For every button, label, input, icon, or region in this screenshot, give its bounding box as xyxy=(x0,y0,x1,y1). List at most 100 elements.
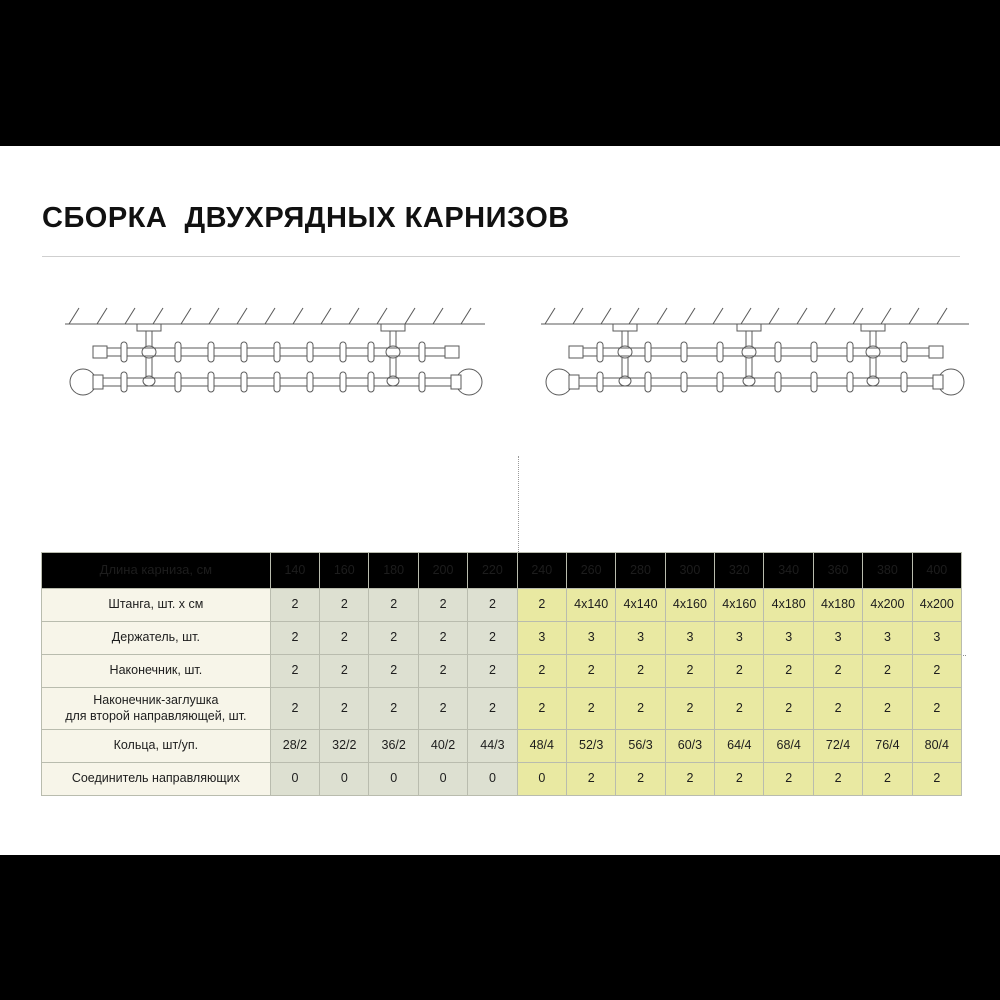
spec-table: Длина карниза, см 140 160 180 200 220 240 260 2… xyxy=(41,552,963,796)
spec-table-wrapper: Длина карниза, см 140 160 180 200 220 240 260 2… xyxy=(41,552,963,796)
cell-r1-c0: 2 xyxy=(269,621,321,655)
cell-r5-c13: 2 xyxy=(911,762,963,796)
column-header-200: 200 xyxy=(417,552,469,589)
cell-r3-c8: 2 xyxy=(664,687,716,730)
cell-r5-c6: 2 xyxy=(565,762,617,796)
cell-r3-c0: 2 xyxy=(269,687,321,730)
column-header-400: 400 xyxy=(911,552,963,589)
long-rod-illustration xyxy=(541,307,969,396)
column-header-320: 320 xyxy=(714,552,765,589)
table-header-row: Длина карниза, см 140 160 180 200 220 240 260 2… xyxy=(41,552,963,589)
cell-r4-c4: 44/3 xyxy=(467,729,518,763)
cell-r0-c9: 4х160 xyxy=(714,588,765,622)
cell-r5-c10: 2 xyxy=(763,762,814,796)
cell-r1-c6: 3 xyxy=(565,621,617,655)
cell-r3-c7: 2 xyxy=(615,687,666,730)
column-header-160: 160 xyxy=(319,552,370,589)
cell-r3-c3: 2 xyxy=(417,687,469,730)
cell-r5-c7: 2 xyxy=(615,762,666,796)
diagram-short-rod xyxy=(55,296,495,421)
cell-r5-c0: 0 xyxy=(269,762,321,796)
bottom-rail xyxy=(545,368,965,396)
cell-r2-c11: 2 xyxy=(812,654,864,688)
cell-r4-c1: 32/2 xyxy=(319,729,370,763)
column-header-180: 180 xyxy=(368,552,419,589)
table-header: Длина карниза, см 140 160 180 200 220 240 260 2… xyxy=(41,552,963,589)
diagram-long-rod xyxy=(535,296,975,421)
cell-r3-c6: 2 xyxy=(565,687,617,730)
table-body: Штанга, шт. х см 2 2 2 2 2 2 4х140 4х140 4х160 4х1… xyxy=(41,588,963,796)
cell-r3-c12: 2 xyxy=(862,687,913,730)
cell-r0-c4: 2 xyxy=(467,588,518,622)
cell-r1-c12: 3 xyxy=(862,621,913,655)
column-header-140: 140 xyxy=(269,552,321,589)
cell-r2-c8: 2 xyxy=(664,654,716,688)
cell-r1-c10: 3 xyxy=(763,621,814,655)
table-row: Соединитель направляющих 0 0 0 0 0 0 2 2 2 2 2 2 2 2 xyxy=(41,762,963,796)
cell-r4-c6: 52/3 xyxy=(565,729,617,763)
table-row: Держатель, шт. 2 2 2 2 2 3 3 3 3 3 3 3 3 3 xyxy=(41,621,963,655)
cell-r3-c1: 2 xyxy=(319,687,370,730)
cell-r2-c12: 2 xyxy=(862,654,913,688)
cell-r1-c1: 2 xyxy=(319,621,370,655)
content-canvas: СБОРКА ДВУХРЯДНЫХ КАРНИЗОВ xyxy=(0,146,1000,855)
cell-r3-c4: 2 xyxy=(467,687,518,730)
row-label: Кольца, шт/уп. xyxy=(41,729,271,763)
bottom-rail xyxy=(69,368,483,396)
cell-r0-c10: 4х180 xyxy=(763,588,814,622)
cell-r4-c0: 28/2 xyxy=(269,729,321,763)
column-header-240: 240 xyxy=(516,552,567,589)
cell-r1-c13: 3 xyxy=(911,621,963,655)
diagram-area: ДЛИНА ДО 220 СМ ДЛИНА ОТ 240 ДО 400 СМ xyxy=(0,296,1000,672)
cell-r1-c9: 3 xyxy=(714,621,765,655)
cell-r2-c9: 2 xyxy=(714,654,765,688)
row-label: Наконечник, шт. xyxy=(41,654,271,688)
cell-r1-c8: 3 xyxy=(664,621,716,655)
page-title: СБОРКА ДВУХРЯДНЫХ КАРНИЗОВ xyxy=(42,202,570,234)
cell-r5-c4: 0 xyxy=(467,762,518,796)
header-row-label: Длина карниза, см xyxy=(41,552,271,589)
cell-r0-c3: 2 xyxy=(417,588,469,622)
cell-r5-c9: 2 xyxy=(714,762,765,796)
cell-r0-c1: 2 xyxy=(319,588,370,622)
ceiling-hatching xyxy=(68,307,472,325)
cell-r1-c11: 3 xyxy=(812,621,864,655)
cell-r1-c2: 2 xyxy=(368,621,419,655)
cell-r4-c3: 40/2 xyxy=(417,729,469,763)
table-row: Наконечник, шт. 2 2 2 2 2 2 2 2 2 2 2 2 2 2 xyxy=(41,654,963,688)
cell-r0-c12: 4х200 xyxy=(862,588,913,622)
cell-r4-c8: 60/3 xyxy=(664,729,716,763)
cell-r5-c8: 2 xyxy=(664,762,716,796)
column-header-380: 380 xyxy=(862,552,913,589)
cell-r0-c6: 4х140 xyxy=(565,588,617,622)
column-header-280: 280 xyxy=(615,552,666,589)
cell-r1-c4: 2 xyxy=(467,621,518,655)
cell-r3-c2: 2 xyxy=(368,687,419,730)
cell-r2-c0: 2 xyxy=(269,654,321,688)
bracket-group xyxy=(612,323,886,387)
row-label: Соединитель направляющих xyxy=(41,762,271,796)
title-divider xyxy=(42,256,960,257)
cell-r0-c0: 2 xyxy=(269,588,321,622)
column-header-340: 340 xyxy=(763,552,814,589)
table-row: Наконечник-заглушка для второй направляющ… xyxy=(41,687,963,730)
column-header-300: 300 xyxy=(664,552,716,589)
cell-r3-c11: 2 xyxy=(812,687,864,730)
cell-r2-c1: 2 xyxy=(319,654,370,688)
cell-r4-c11: 72/4 xyxy=(812,729,864,763)
ceiling-hatching xyxy=(544,307,948,325)
cell-r2-c10: 2 xyxy=(763,654,814,688)
cell-r4-c7: 56/3 xyxy=(615,729,666,763)
cell-r2-c2: 2 xyxy=(368,654,419,688)
cell-r2-c7: 2 xyxy=(615,654,666,688)
cell-r4-c5: 48/4 xyxy=(516,729,567,763)
cell-r2-c3: 2 xyxy=(417,654,469,688)
top-rail xyxy=(568,341,944,363)
column-header-260: 260 xyxy=(565,552,617,589)
letterbox-top xyxy=(0,0,1000,146)
row-label: Штанга, шт. х см xyxy=(41,588,271,622)
cell-r4-c12: 76/4 xyxy=(862,729,913,763)
cell-r3-c10: 2 xyxy=(763,687,814,730)
cell-r0-c7: 4х140 xyxy=(615,588,666,622)
table-row: Кольца, шт/уп. 28/2 32/2 36/2 40/2 44/3 48/4 52… xyxy=(41,729,963,763)
